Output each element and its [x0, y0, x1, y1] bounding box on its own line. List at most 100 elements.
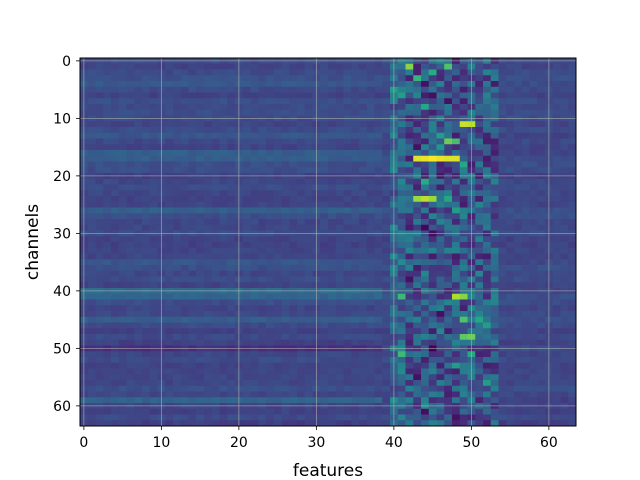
heatmap-cell: [328, 155, 337, 162]
heatmap-cell: [149, 236, 158, 243]
heatmap-cell: [142, 161, 151, 168]
heatmap-cell: [281, 144, 290, 151]
heatmap-cell: [490, 196, 499, 203]
heatmap-cell: [281, 322, 290, 329]
heatmap-cell: [475, 270, 484, 277]
heatmap-cell: [250, 414, 259, 421]
heatmap-cell: [188, 362, 197, 369]
heatmap-cell: [506, 161, 515, 168]
heatmap-cell: [436, 132, 445, 139]
heatmap-cell: [320, 259, 329, 266]
heatmap-cell: [87, 305, 96, 312]
heatmap-cell: [421, 178, 430, 185]
heatmap-cell: [118, 69, 127, 76]
heatmap-cell: [281, 414, 290, 421]
heatmap-cell: [320, 242, 329, 249]
heatmap-cell: [560, 167, 569, 174]
heatmap-cell: [382, 167, 391, 174]
heatmap-cell: [552, 86, 561, 93]
heatmap-cell: [413, 236, 422, 243]
heatmap-cell: [444, 368, 453, 375]
heatmap-cell: [134, 420, 143, 427]
heatmap-cell: [459, 299, 468, 306]
heatmap-cell: [258, 368, 267, 375]
heatmap-cell: [382, 63, 391, 70]
heatmap-cell: [351, 357, 360, 364]
heatmap-cell: [490, 178, 499, 185]
heatmap-cell: [568, 328, 577, 335]
heatmap-cell: [498, 236, 507, 243]
heatmap-cell: [335, 63, 344, 70]
heatmap-cell: [498, 368, 507, 375]
heatmap-cell: [180, 196, 189, 203]
heatmap-cell: [258, 282, 267, 289]
heatmap-cell: [552, 127, 561, 134]
heatmap-cell: [328, 178, 337, 185]
heatmap-cell: [219, 201, 228, 208]
heatmap-cell: [273, 305, 282, 312]
heatmap-cell: [444, 276, 453, 283]
heatmap-cell: [537, 276, 546, 283]
heatmap-cell: [95, 138, 104, 145]
heatmap-cell: [436, 81, 445, 88]
heatmap-cell: [165, 92, 174, 99]
heatmap-cell: [421, 207, 430, 214]
heatmap-cell: [173, 127, 182, 134]
heatmap-cell: [126, 339, 135, 346]
heatmap-cell: [514, 253, 523, 260]
heatmap-cell: [514, 322, 523, 329]
heatmap-cell: [552, 121, 561, 128]
heatmap-cell: [413, 397, 422, 404]
heatmap-cell: [568, 305, 577, 312]
heatmap-cell: [490, 104, 499, 111]
heatmap-cell: [242, 144, 251, 151]
heatmap-cell: [428, 92, 437, 99]
heatmap-cell: [498, 81, 507, 88]
heatmap-cell: [196, 167, 205, 174]
heatmap-cell: [413, 207, 422, 214]
heatmap-cell: [452, 380, 461, 387]
heatmap-cell: [537, 161, 546, 168]
heatmap-cell: [242, 351, 251, 358]
heatmap-cell: [459, 167, 468, 174]
heatmap-cell: [281, 391, 290, 398]
heatmap-cell: [111, 265, 120, 272]
heatmap-cell: [320, 368, 329, 375]
heatmap-cell: [343, 420, 352, 427]
heatmap-cell: [142, 259, 151, 266]
heatmap-cell: [95, 121, 104, 128]
heatmap-cell: [428, 414, 437, 421]
heatmap-cell: [219, 121, 228, 128]
heatmap-cell: [498, 391, 507, 398]
heatmap-cell: [529, 385, 538, 392]
heatmap-cell: [142, 391, 151, 398]
heatmap-cell: [118, 253, 127, 260]
heatmap-cell: [374, 265, 383, 272]
heatmap-cell: [335, 167, 344, 174]
heatmap-cell: [459, 265, 468, 272]
heatmap-cell: [165, 265, 174, 272]
heatmap-cell: [421, 276, 430, 283]
heatmap-cell: [134, 305, 143, 312]
heatmap-cell: [266, 357, 275, 364]
heatmap-cell: [250, 178, 259, 185]
heatmap-cell: [506, 104, 515, 111]
heatmap-cell: [490, 109, 499, 116]
heatmap-cell: [428, 127, 437, 134]
heatmap-cell: [568, 190, 577, 197]
heatmap-cell: [118, 86, 127, 93]
heatmap-cell: [521, 362, 530, 369]
heatmap-cell: [335, 328, 344, 335]
heatmap-cell: [397, 155, 406, 162]
heatmap-cell: [188, 408, 197, 415]
heatmap-cell: [227, 207, 236, 214]
heatmap-cell: [95, 224, 104, 231]
heatmap-cell: [320, 282, 329, 289]
heatmap-cell: [95, 86, 104, 93]
heatmap-cell: [475, 178, 484, 185]
heatmap-cell: [180, 75, 189, 82]
heatmap-cell: [359, 75, 368, 82]
heatmap-cell: [165, 75, 174, 82]
heatmap-cell: [87, 247, 96, 254]
